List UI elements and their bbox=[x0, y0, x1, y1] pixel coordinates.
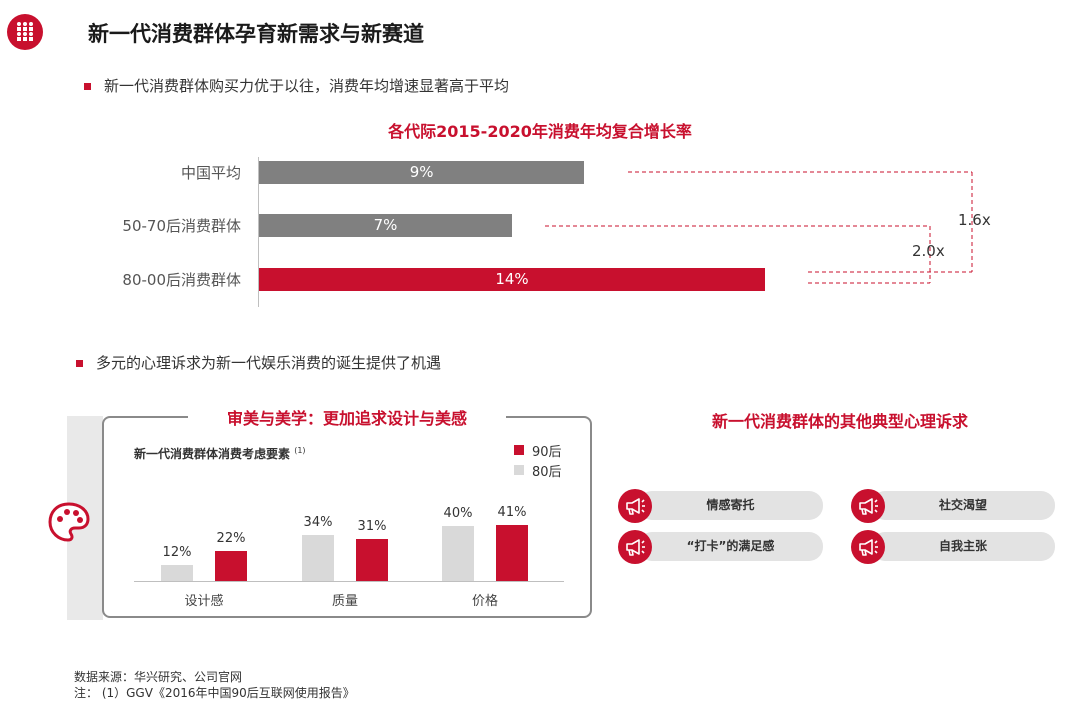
bullet-marker bbox=[76, 360, 83, 367]
legend-swatch-90 bbox=[514, 445, 524, 455]
psych-need-pill: 社交渴望 bbox=[871, 491, 1055, 520]
vbar bbox=[356, 538, 388, 581]
hbar: 9% bbox=[259, 161, 585, 184]
bullet-marker bbox=[84, 83, 91, 90]
vbar bbox=[442, 526, 474, 581]
vbar-value-label: 40% bbox=[443, 506, 473, 522]
palette-icon bbox=[46, 500, 92, 548]
footnote-marker: (1) bbox=[294, 446, 306, 455]
vbar-value-label: 22% bbox=[216, 530, 246, 546]
megaphone-icon bbox=[851, 530, 885, 564]
psych-needs-title: 新一代消费群体的其他典型心理诉求 bbox=[711, 412, 968, 431]
data-source: 数据来源：华兴研究、公司官网 bbox=[74, 670, 243, 684]
page-title: 新一代消费群体孕育新需求与新赛道 bbox=[88, 22, 424, 46]
vbar-axis bbox=[134, 581, 564, 582]
vbar bbox=[496, 525, 528, 581]
vbar bbox=[161, 564, 193, 581]
section-heading-psychology: 多元的心理诉求为新一代娱乐消费的诞生提供了机遇 bbox=[96, 354, 442, 372]
vbar bbox=[302, 534, 334, 581]
megaphone-icon bbox=[618, 530, 652, 564]
hbar-category-label: 80-00后消费群体 bbox=[122, 271, 241, 289]
vbar-value-label: 41% bbox=[497, 505, 527, 520]
hbar: 14% bbox=[259, 268, 765, 291]
chart-subtitle-text: 新一代消费群体消费考虑要素 bbox=[134, 447, 291, 461]
chart-title-growth: 各代际2015-2020年消费年均复合增长率 bbox=[388, 122, 692, 141]
vbar-category-label: 设计感 bbox=[184, 594, 224, 609]
hbar: 7% bbox=[259, 214, 512, 237]
hbar-axis bbox=[258, 157, 259, 307]
vbar-category-label: 质量 bbox=[331, 594, 358, 609]
panel-title-mask bbox=[188, 404, 506, 430]
legend-label-90: 90后 bbox=[532, 445, 562, 460]
megaphone-icon bbox=[618, 489, 652, 523]
aesthetics-panel bbox=[102, 416, 592, 618]
logo-icon bbox=[7, 14, 43, 50]
vbar bbox=[215, 550, 247, 581]
footnote: 注： (1）GGV《2016年中国90后互联网使用报告》 bbox=[74, 686, 355, 700]
chart-subtitle: 新一代消费群体消费考虑要素 (1) bbox=[134, 445, 306, 462]
megaphone-icon bbox=[851, 489, 885, 523]
legend-label-80: 80后 bbox=[532, 465, 562, 480]
hbar-category-label: 中国平均 bbox=[180, 164, 241, 182]
vbar-value-label: 12% bbox=[162, 544, 192, 560]
hbar-category-label: 50-70后消费群体 bbox=[122, 217, 241, 235]
multiplier-label-2: 2.0x bbox=[912, 242, 945, 260]
psych-need-pill: 自我主张 bbox=[871, 532, 1055, 561]
section-heading-growth: 新一代消费群体购买力优于以往，消费年均增速显著高于平均 bbox=[104, 77, 510, 95]
legend-swatch-80 bbox=[514, 465, 524, 475]
vbar-value-label: 31% bbox=[357, 518, 387, 534]
vbar-value-label: 34% bbox=[303, 514, 333, 530]
psych-need-pill: 情感寄托 bbox=[638, 491, 823, 520]
aesthetics-panel-title: 审美与美学：更加追求设计与美感 bbox=[226, 409, 467, 428]
vbar-category-label: 价格 bbox=[471, 594, 498, 609]
multiplier-label-1: 1.6x bbox=[958, 211, 991, 229]
psych-need-pill: “打卡”的满足感 bbox=[638, 532, 823, 561]
